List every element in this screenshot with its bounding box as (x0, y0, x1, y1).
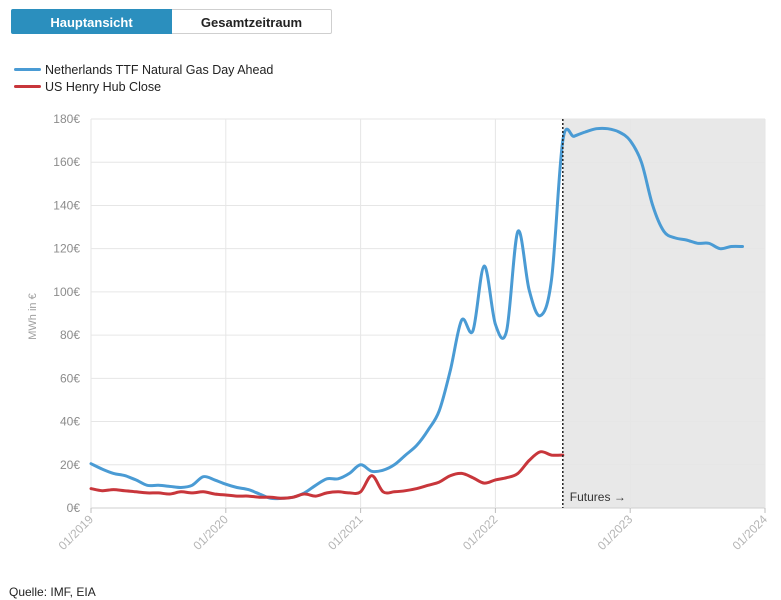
y-tick-label: 160€ (53, 155, 80, 169)
y-tick-label: 120€ (53, 242, 80, 256)
futures-label: Futures → (570, 490, 626, 504)
y-tick-label: 140€ (53, 198, 80, 212)
y-tick-label: 0€ (67, 501, 81, 515)
legend-item-henry-hub[interactable]: US Henry Hub Close (14, 78, 273, 95)
legend-label-henry-hub: US Henry Hub Close (45, 79, 162, 94)
chart-legend: Netherlands TTF Natural Gas Day Ahead US… (14, 61, 273, 95)
tab-gesamtzeitraum[interactable]: Gesamtzeitraum (172, 9, 332, 34)
legend-label-ttf: Netherlands TTF Natural Gas Day Ahead (45, 62, 274, 77)
x-tick-label: 01/2020 (190, 512, 231, 553)
legend-item-ttf[interactable]: Netherlands TTF Natural Gas Day Ahead (14, 61, 273, 78)
y-tick-label: 80€ (60, 328, 80, 342)
y-tick-label: 180€ (53, 112, 80, 126)
tab-hauptansicht[interactable]: Hauptansicht (11, 9, 172, 34)
y-tick-label: 60€ (60, 371, 80, 385)
view-tabs: Hauptansicht Gesamtzeitraum (11, 9, 332, 34)
henry-hub-line (89, 450, 565, 500)
legend-swatch-henry-hub (14, 85, 41, 88)
y-tick-label: 100€ (53, 285, 80, 299)
ttf-line (89, 126, 744, 501)
legend-swatch-ttf (14, 68, 41, 71)
y-tick-label: 20€ (60, 458, 80, 472)
x-tick-label: 01/2019 (56, 512, 97, 553)
y-axis-label: MWh in € (27, 293, 39, 339)
futures-area (562, 119, 765, 508)
y-tick-label: 40€ (60, 415, 80, 429)
x-tick-label: 01/2024 (730, 512, 771, 553)
x-tick-label: 01/2021 (325, 512, 366, 553)
x-tick-label: 01/2023 (595, 512, 636, 553)
source-note: Quelle: IMF, EIA (9, 585, 96, 599)
x-tick-label: 01/2022 (460, 512, 501, 553)
